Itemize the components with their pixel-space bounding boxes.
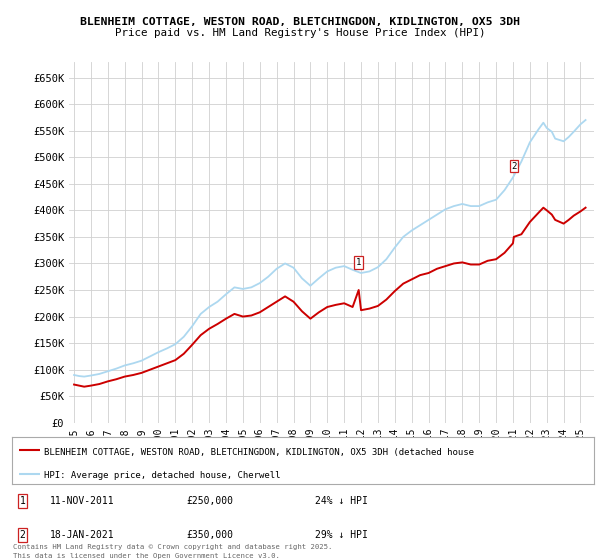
Text: HPI: Average price, detached house, Cherwell: HPI: Average price, detached house, Cher… — [44, 472, 281, 480]
Text: Price paid vs. HM Land Registry's House Price Index (HPI): Price paid vs. HM Land Registry's House … — [115, 28, 485, 38]
Text: 29% ↓ HPI: 29% ↓ HPI — [314, 530, 368, 540]
Text: 24% ↓ HPI: 24% ↓ HPI — [314, 496, 368, 506]
Text: BLENHEIM COTTAGE, WESTON ROAD, BLETCHINGDON, KIDLINGTON, OX5 3DH: BLENHEIM COTTAGE, WESTON ROAD, BLETCHING… — [80, 17, 520, 27]
Text: 1: 1 — [20, 496, 25, 506]
Text: 2: 2 — [20, 530, 25, 540]
Text: BLENHEIM COTTAGE, WESTON ROAD, BLETCHINGDON, KIDLINGTON, OX5 3DH (detached house: BLENHEIM COTTAGE, WESTON ROAD, BLETCHING… — [44, 447, 474, 456]
Text: Contains HM Land Registry data © Crown copyright and database right 2025.
This d: Contains HM Land Registry data © Crown c… — [13, 544, 332, 559]
Text: 1: 1 — [356, 258, 361, 267]
Text: 11-NOV-2011: 11-NOV-2011 — [50, 496, 115, 506]
Text: £350,000: £350,000 — [187, 530, 233, 540]
Text: £250,000: £250,000 — [187, 496, 233, 506]
Text: 18-JAN-2021: 18-JAN-2021 — [50, 530, 115, 540]
Text: 2: 2 — [511, 162, 517, 171]
